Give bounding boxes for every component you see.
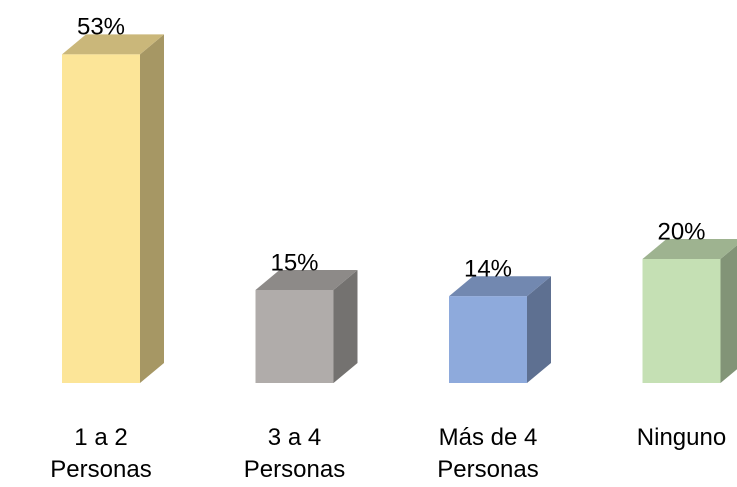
bar-side [720,245,737,383]
bar [255,270,358,383]
category-label: 3 a 4 Personas [243,424,346,483]
data-label: 15% [270,249,318,276]
bar-side [527,276,551,383]
category-label: Ninguno [636,424,727,451]
bar [449,276,551,383]
bar-side [333,270,358,383]
bar-front [449,296,527,383]
data-label: 14% [464,256,512,283]
bar-front [642,259,721,383]
data-label: 20% [657,218,705,245]
bar-front [62,54,140,384]
bar [62,34,164,384]
category-label: 1 a 2 Personas [50,424,152,483]
data-label: 53% [77,14,125,41]
bar-front [255,290,334,383]
bar-top [449,276,551,297]
bar-top [62,34,164,55]
bar [642,239,737,383]
bar-side [140,34,164,384]
category-label: Más de 4 Personas [437,424,539,483]
bar-top [255,270,358,290]
bar-top [642,239,737,259]
